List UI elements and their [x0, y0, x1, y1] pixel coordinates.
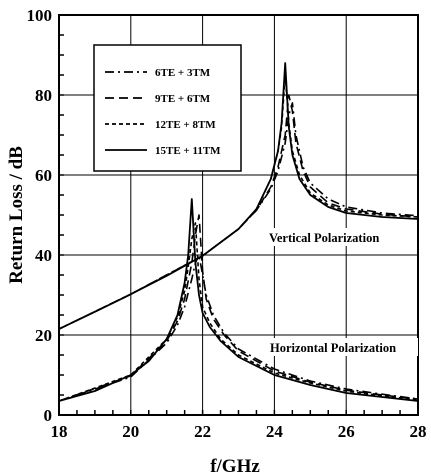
legend-label: 15TE + 11TM: [155, 145, 221, 157]
annotation-bg-horizontal: [266, 338, 418, 356]
legend: 6TE + 3TM 9TE + 6TM 12TE + 8TM 15TE + 11TM: [93, 44, 242, 172]
axis-ticks: [58, 14, 419, 416]
legend-label: 6TE + 3TM: [155, 67, 211, 79]
legend-label: 9TE + 6TM: [155, 93, 211, 105]
series-layer: [58, 62, 419, 402]
series-line-horizontal-dash-dot: [58, 254, 419, 402]
tick-labels: 18 20 22 24 26 28 0 20 40 60 80 100: [27, 6, 427, 441]
x-tick-label: 22: [194, 422, 211, 441]
y-tick-label: 80: [35, 86, 52, 105]
y-tick-label: 20: [35, 326, 52, 345]
y-tick-label: 100: [27, 6, 53, 25]
x-tick-label: 28: [410, 422, 427, 441]
series-line-horizontal-short-dash: [58, 222, 419, 402]
series-line-vertical-long-dash: [58, 94, 419, 330]
x-axis-label: f/GHz: [210, 456, 260, 476]
y-tick-label: 40: [35, 246, 52, 265]
annotation-horizontal-polarization: Horizontal Polarization: [270, 341, 396, 355]
y-tick-label: 60: [35, 166, 52, 185]
x-tick-label: 20: [122, 422, 139, 441]
x-tick-label: 18: [51, 422, 68, 441]
series-line-vertical-dash-dot: [58, 102, 419, 330]
y-axis-label: Return Loss / dB: [6, 146, 27, 284]
x-tick-label: 24: [266, 422, 284, 441]
y-tick-label: 0: [44, 406, 53, 425]
legend-label: 12TE + 8TM: [155, 119, 216, 131]
x-tick-label: 26: [338, 422, 355, 441]
annotation-bg-vertical: [264, 228, 406, 246]
series-line-horizontal-solid: [58, 198, 419, 402]
annotation-vertical-polarization: Vertical Polarization: [269, 231, 379, 245]
